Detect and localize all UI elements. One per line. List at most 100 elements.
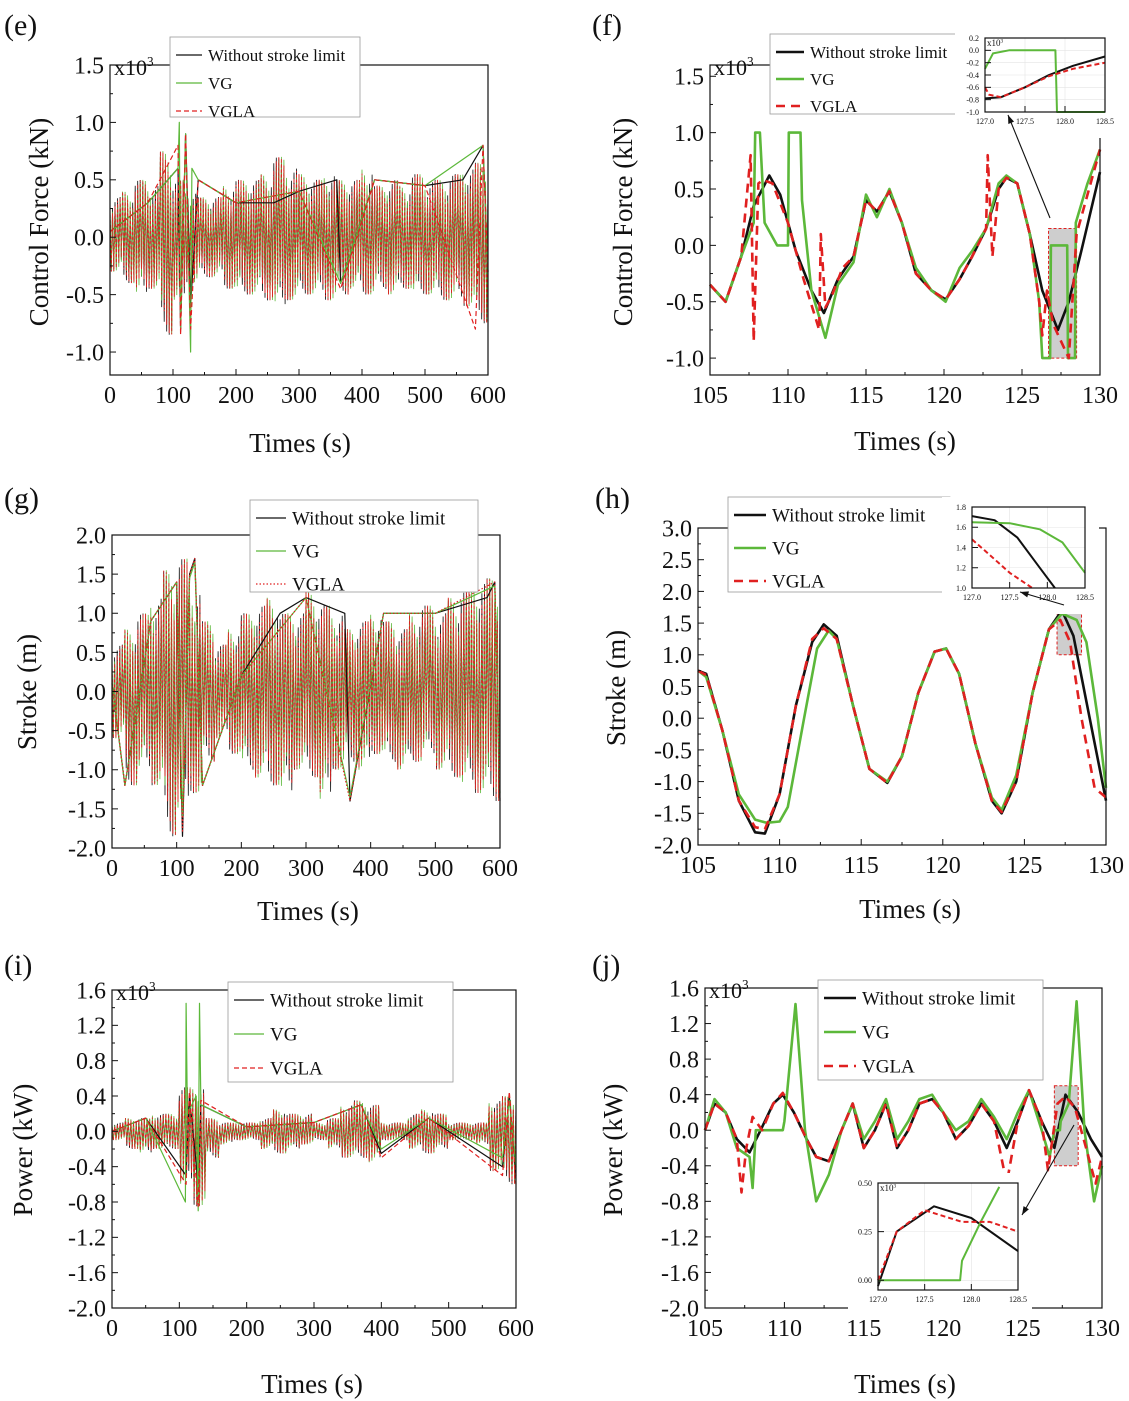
panel-f: (f) 105 110 115 120 125 130 -1.0 -0.5 0.0 0.5 1.0 1.… [592,9,1119,456]
y-tick-label: 1.5 [74,53,104,79]
x-tick-label: 400 [363,1316,399,1342]
inset-x-tick-label: 127.0 [869,1295,887,1304]
series-line-vg [111,1002,517,1212]
legend-box [817,979,1044,1081]
inset-x-tick-label: 127.5 [1016,117,1034,126]
axis-multiplier-exponent: 3 [1001,38,1004,44]
y-tick-label: -2.0 [661,1296,699,1322]
series-line-without-stroke-limit [703,1088,1104,1163]
x-tick-label: 300 [281,383,317,409]
x-tick-label: 110 [770,383,805,409]
y-tick-label: -0.5 [654,738,692,764]
x-tick-label: 105 [680,853,716,879]
x-tick-label: 600 [482,856,518,882]
legend-label: VGLA [810,97,858,116]
x-tick-label: 300 [288,856,324,882]
panel-label: (f) [592,9,622,42]
zoom-inset: 127.0 127.5 128.0 128.5 -1.0 -0.8 -0.6 -0.4 -0.2… [955,28,1119,138]
x-tick-label: 115 [844,853,879,879]
inset-y-tick-label: -0.6 [966,83,979,92]
legend-label: Without stroke limit [208,46,345,65]
y-tick-label: -1.0 [66,340,104,366]
inset-y-tick-label: 1.0 [956,584,966,593]
panel-label: (j) [592,949,620,982]
y-tick-label: -0.4 [68,1155,106,1181]
x-tick-label: 200 [218,383,254,409]
axis-multiplier: x103 [987,38,1004,48]
legend-label: VG [270,1025,298,1046]
inset-y-tick-label: 0.0 [969,46,979,55]
inset-background [955,28,1119,138]
x-tick-label: 300 [296,1316,332,1342]
x-tick-label: 100 [155,383,191,409]
y-tick-label: 2.0 [76,523,106,549]
x-axis-title: Times (s) [859,894,961,924]
zoom-arrow [1021,1124,1075,1216]
x-axis-title: Times (s) [257,896,359,926]
x-tick-label: 115 [848,383,883,409]
inset-series-line-vgla [877,1209,1019,1281]
y-tick-label: -1.5 [68,797,106,823]
x-tick-label: 0 [106,856,118,882]
y-tick-label: -1.5 [654,802,692,828]
y-tick-label: -2.0 [68,1296,106,1322]
inset-y-tick-label: 1.6 [956,523,966,532]
legend-box [769,33,966,115]
zoom-inset: 127.0 127.5 128.0 128.5 0.00 0.25 0.50 x103 [848,1173,1032,1316]
x-tick-label: 600 [470,383,506,409]
inset-y-tick-label: 0.2 [969,34,979,43]
x-tick-label: 200 [229,1316,265,1342]
axis-multiplier-exponent: 3 [894,1183,897,1189]
legend-label: VGLA [292,575,345,596]
y-tick-label: 0.8 [669,1048,699,1074]
x-tick-label: 125 [1005,1316,1041,1342]
x-tick-label: 130 [1084,1316,1120,1342]
y-axis-title: Control Force (kN) [24,118,54,326]
legend-label: VGLA [208,102,256,121]
x-axis-title: Times (s) [261,1369,363,1399]
series-line-vg [709,131,1102,360]
panel-j: (j) 105 110 115 120 125 130 -2.0 -1.6 -1.2 -0.8 -0.… [592,949,1120,1399]
legend-label: Without stroke limit [772,506,926,527]
y-tick-label: 1.0 [674,121,704,147]
inset-y-tick-label: 0.50 [858,1179,872,1188]
x-tick-label: 125 [1006,853,1042,879]
y-axis-title: Stroke (m) [12,634,42,750]
panel-label: (g) [4,482,39,515]
x-tick-label: 500 [407,383,443,409]
inset-y-tick-label: 0.00 [858,1276,872,1285]
x-tick-label: 100 [159,856,195,882]
legend-label: Without stroke limit [292,509,446,530]
y-tick-label: 1.2 [669,1012,699,1038]
y-axis-title: Power (kW) [8,1084,38,1217]
inset-series-line-vgla [984,61,1106,99]
y-tick-label: -1.6 [68,1261,106,1287]
x-tick-label: 110 [762,853,797,879]
y-tick-label: -0.8 [68,1190,106,1216]
inset-x-tick-label: 128.5 [1096,117,1114,126]
panel-g: (g) 0 100 200 300 400 500 600 -2.0 -1.5 -1.0 -0.5 0.… [4,482,518,926]
axis-multiplier: x103 [114,54,154,80]
axis-multiplier: x103 [880,1183,897,1193]
x-tick-label: 105 [687,1316,723,1342]
y-tick-label: 0.0 [76,680,106,706]
y-tick-label: 0.4 [76,1084,106,1110]
zoom-arrow [1007,114,1051,219]
series-line-vgla [697,618,1107,831]
inset-x-tick-label: 128.0 [962,1295,980,1304]
axis-multiplier: x103 [709,977,749,1003]
zoom-highlight-region [1048,227,1078,359]
x-tick-label: 110 [767,1316,802,1342]
legend-label: VGLA [270,1059,323,1080]
y-tick-label: 1.2 [76,1014,106,1040]
inset-plot-frame [877,1182,1019,1291]
y-tick-label: -0.4 [661,1154,699,1180]
y-tick-label: 0.0 [74,226,104,252]
inset-y-tick-label: 0.25 [858,1227,872,1236]
legend-label: VGLA [862,1057,915,1078]
y-tick-label: 3.0 [662,516,692,542]
inset-series-line-without-stroke-limit [971,515,1056,589]
x-tick-label: 100 [161,1316,197,1342]
y-tick-label: 0.8 [76,1049,106,1075]
panel-e: (e) 0 100 200 300 400 500 600 -1.0 -0.5 0.0 0.5 1.0 1… [4,9,506,458]
